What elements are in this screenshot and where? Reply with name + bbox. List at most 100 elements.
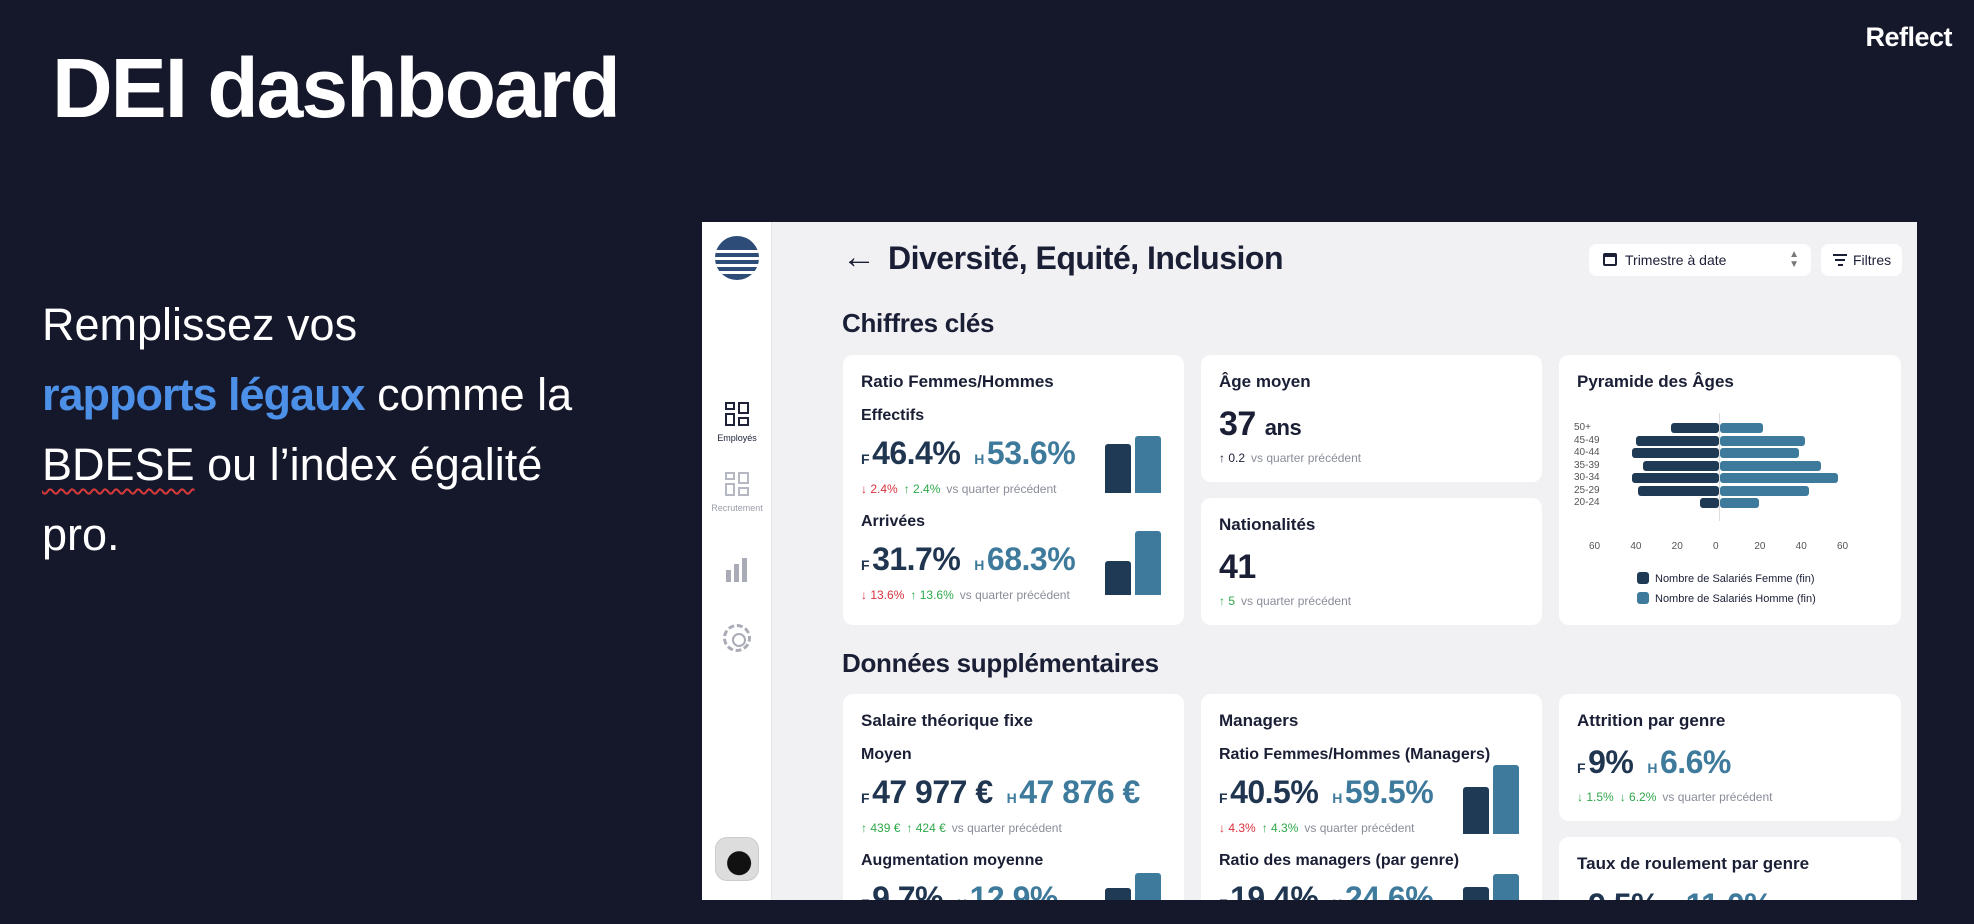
card-title: Pyramide des Âges: [1577, 372, 1734, 391]
card-title: Ratio Femmes/Hommes: [861, 372, 1054, 391]
sidebar-item-label: Recrutement: [711, 503, 763, 513]
male-bar: [1135, 436, 1161, 493]
managers-male-number: 59.5%: [1344, 774, 1434, 810]
female-prefix: F: [861, 451, 870, 467]
female-bar: [1105, 561, 1131, 595]
pyramid-bar-femme[interactable]: [1638, 485, 1719, 496]
pyramid-bar-homme[interactable]: [1720, 498, 1760, 508]
turnover-male-number: 11.0%: [1686, 887, 1773, 900]
pyramid-bar-homme[interactable]: [1720, 485, 1809, 496]
legend-homme-label: Nombre de Salariés Homme (fin): [1655, 593, 1816, 605]
pyramid-age-label: 50+: [1574, 422, 1591, 433]
managers-ratio-label: Ratio Femmes/Hommes (Managers): [1219, 746, 1491, 763]
pyramid-bar-femme[interactable]: [1642, 460, 1719, 471]
vs-label: vs quarter précédent: [946, 482, 1057, 496]
female-bar: [1105, 444, 1131, 493]
managers-mini-chart: [1463, 764, 1523, 834]
male-change-value: 424 €: [915, 821, 946, 835]
sidebar: Employés Recrutement: [702, 222, 772, 900]
pyramid-age-label: 35-39: [1574, 459, 1600, 471]
arrivees-male-number: 68.3%: [986, 541, 1076, 577]
pyramid-bar-femme[interactable]: [1671, 423, 1719, 433]
back-arrow-icon[interactable]: ←: [842, 238, 876, 276]
by-gender-male-number: 24.6%: [1344, 880, 1434, 900]
bar-chart-icon: [724, 556, 750, 582]
sidebar-item-employes[interactable]: Employés: [702, 402, 772, 443]
arrivees-female-value: 31.7%: [872, 541, 961, 577]
turnover-card: Taux de roulement par genre F9.5%H11.0%: [1559, 837, 1901, 900]
company-logo-icon[interactable]: [715, 236, 759, 280]
male-bar: [1135, 873, 1161, 900]
card-title: Managers: [1219, 711, 1299, 730]
female-prefix: F: [861, 790, 870, 806]
effectifs-mini-chart: [1105, 429, 1165, 493]
pyramid-bar-femme[interactable]: [1632, 448, 1719, 458]
change-up: ↑ 5: [1219, 594, 1236, 608]
nationalities-change-value: 5: [1228, 594, 1236, 608]
female-change-value: 13.6%: [870, 588, 905, 602]
effectifs-female-value: 46.4%: [872, 435, 961, 471]
filters-label: Filtres: [1853, 252, 1892, 268]
nationalities-card: Nationalités 41 ↑ 5 vs quarter précédent: [1201, 498, 1542, 625]
calendar-icon: [1603, 253, 1617, 266]
gear-icon: [723, 624, 751, 652]
pyramid-bar-homme[interactable]: [1720, 473, 1838, 483]
select-arrows-icon: ▲ ▼: [1789, 249, 1799, 270]
vs-label: vs quarter précédent: [1251, 451, 1362, 465]
pyramid-center-axis: [1719, 413, 1720, 521]
augmentation-female-value: 9.7%: [872, 880, 943, 900]
pyramid-tick-label: 60: [1837, 541, 1849, 552]
pitch-after-highlight: comme la: [364, 369, 573, 420]
sidebar-item-settings[interactable]: [702, 624, 772, 657]
vs-label: vs quarter précédent: [1241, 594, 1352, 608]
section-title-key-figures: Chiffres clés: [842, 308, 995, 338]
female-change-value: 439 €: [870, 821, 901, 835]
male-prefix: H: [1332, 790, 1342, 806]
sidebar-item-recrutement[interactable]: Recrutement: [702, 472, 772, 513]
attrition-female-value: 9%: [1588, 744, 1634, 780]
managers-by-gender-values: F19.4% H24.6%: [1219, 880, 1434, 900]
pyramid-age-label: 40-44: [1574, 447, 1600, 458]
vs-label: vs quarter précédent: [1304, 821, 1415, 835]
sidebar-item-analytics[interactable]: [702, 556, 772, 587]
salary-male-number: 47 876 €: [1019, 774, 1140, 810]
effectifs-label: Effectifs: [861, 407, 925, 424]
legend-femme: Nombre de Salariés Femme (fin): [1637, 572, 1815, 585]
age-change-value: 0.2: [1228, 451, 1246, 465]
male-prefix: H: [1647, 760, 1657, 776]
pyramid-bar-homme[interactable]: [1720, 423, 1764, 433]
male-bar: [1135, 531, 1161, 595]
pyramid-bar-femme[interactable]: [1636, 435, 1719, 446]
page-title: Diversité, Equité, Inclusion: [888, 240, 1283, 276]
section-title-additional: Données supplémentaires: [842, 648, 1159, 678]
effectifs-male-number: 53.6%: [986, 435, 1076, 471]
turnover-values: F9.5%H11.0%: [1577, 887, 1773, 900]
female-prefix: F: [861, 896, 870, 900]
by-gender-male-value: H24.6%: [1332, 880, 1433, 900]
by-gender-female-value: 19.4%: [1230, 880, 1319, 900]
effectifs-change: ↓ 2.4% ↑ 2.4% vs quarter précédent: [861, 482, 1056, 496]
pyramid-tick-label: 40: [1795, 541, 1807, 552]
vs-label: vs quarter précédent: [1662, 790, 1773, 804]
managers-ratio-values: F40.5% H59.5%: [1219, 774, 1434, 811]
pyramid-tick-label: 0: [1713, 541, 1719, 552]
ratio-card: Ratio Femmes/Hommes Effectifs F46.4% H53.…: [843, 355, 1184, 625]
filters-button[interactable]: Filtres: [1821, 244, 1902, 276]
pyramid-bar-homme[interactable]: [1720, 448, 1799, 458]
female-change: ↓ 4.3%: [1219, 821, 1256, 835]
female-prefix: F: [861, 557, 870, 573]
male-prefix: H: [974, 557, 984, 573]
salary-moyen-values: F47 977 € H47 876 €: [861, 774, 1140, 811]
female-change: ↓ 2.4%: [861, 482, 898, 496]
pyramid-bar-femme[interactable]: [1632, 473, 1719, 483]
pyramid-bar-homme[interactable]: [1720, 435, 1805, 446]
pitch-highlight: rapports légaux: [42, 369, 366, 420]
salary-female-value: 47 977 €: [872, 774, 993, 810]
avatar[interactable]: [715, 837, 759, 881]
attrition-male-number: 6.6%: [1659, 744, 1731, 780]
pitch-line-1: Remplissez vos: [42, 299, 358, 350]
pyramid-tick-label: 60: [1589, 541, 1601, 552]
period-select[interactable]: Trimestre à date ▲ ▼: [1589, 244, 1811, 276]
pyramid-bar-homme[interactable]: [1720, 460, 1822, 471]
pyramid-bar-femme[interactable]: [1700, 498, 1719, 508]
